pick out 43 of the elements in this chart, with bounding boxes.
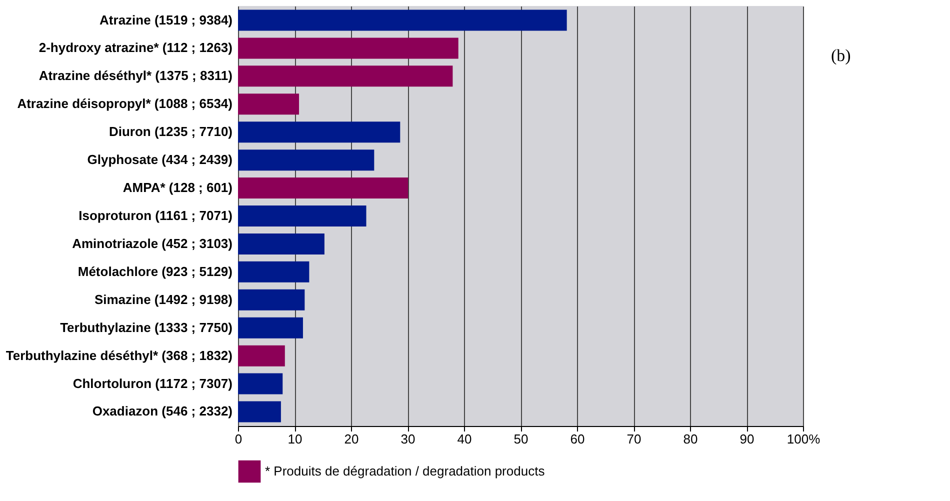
bar <box>238 317 303 338</box>
y-tick-label: Terbuthylazine déséthyl* (368 ; 1832) <box>6 348 232 363</box>
x-tick-label: 40 <box>457 432 472 446</box>
bar <box>238 289 305 310</box>
bar <box>238 345 285 366</box>
bar <box>238 122 400 143</box>
y-tick-label: Atrazine (1519 ; 9384) <box>100 12 232 28</box>
bar <box>238 401 281 422</box>
x-tick-label: 70 <box>626 432 642 446</box>
y-tick-label: Atrazine déséthyl* (1375 ; 8311) <box>38 68 232 84</box>
x-tick-label: 0 <box>234 432 242 446</box>
x-tick-label: 90 <box>740 432 754 446</box>
x-tick-label: 20 <box>344 432 359 446</box>
bar <box>238 66 453 87</box>
bar <box>238 150 374 171</box>
bar <box>238 94 300 115</box>
bar <box>238 178 408 199</box>
x-tick-label: 50 <box>514 432 528 446</box>
y-tick-label: Chlortoluron (1172 ; 7307) <box>72 376 232 391</box>
y-tick-label: AMPA* (128 ; 601) <box>122 180 232 196</box>
legend-label: * Produits de dégradation / degradation products <box>265 464 546 478</box>
x-tick-label: 80 <box>683 432 698 446</box>
x-tick-label: 60 <box>570 432 585 446</box>
y-tick-label: Terbuthylazine (1333 ; 7750) <box>60 320 232 335</box>
x-tick-label: 30 <box>400 432 416 446</box>
y-tick-label: Diuron (1235 ; 7710) <box>108 124 232 140</box>
bar <box>238 10 567 31</box>
y-tick-label: Atrazine déisopropyl* (1088 ; 6534) <box>17 96 232 112</box>
bar <box>238 38 458 59</box>
y-tick-label: Aminotriazole (452 ; 3103) <box>72 236 232 251</box>
y-tick-label: Isoproturon (1161 ; 7071) <box>78 208 232 223</box>
bar <box>238 233 324 254</box>
bar <box>238 206 366 226</box>
y-tick-label: Simazine (1492 ; 9198) <box>94 292 232 307</box>
text: (b) <box>831 46 851 65</box>
y-tick-label: Oxadiazon (546 ; 2332) <box>92 404 232 419</box>
y-tick-label: Métolachlore (923 ; 5129) <box>78 264 232 279</box>
bar <box>238 373 283 394</box>
bar <box>238 261 310 282</box>
x-tick-label: 100% <box>786 432 821 446</box>
y-tick-label: Glyphosate (434 ; 2439) <box>87 152 232 168</box>
x-tick-label: 10 <box>288 432 302 446</box>
y-tick-label: 2-hydroxy atrazine* (112 ; 1263) <box>38 40 232 56</box>
